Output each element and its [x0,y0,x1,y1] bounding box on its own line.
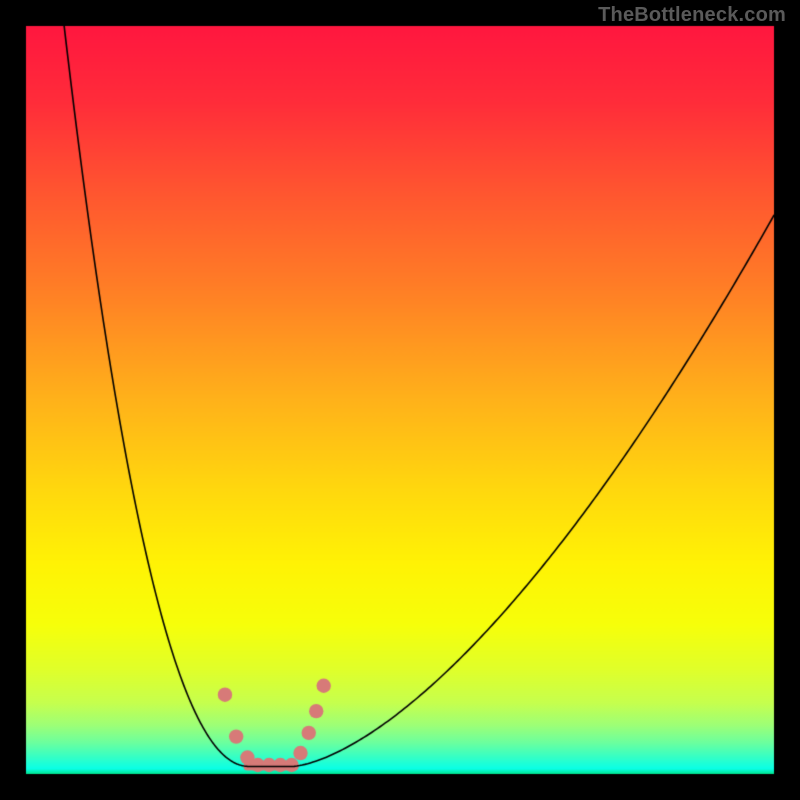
watermark-text: TheBottleneck.com [598,4,786,27]
bottleneck-chart-canvas [0,0,800,800]
